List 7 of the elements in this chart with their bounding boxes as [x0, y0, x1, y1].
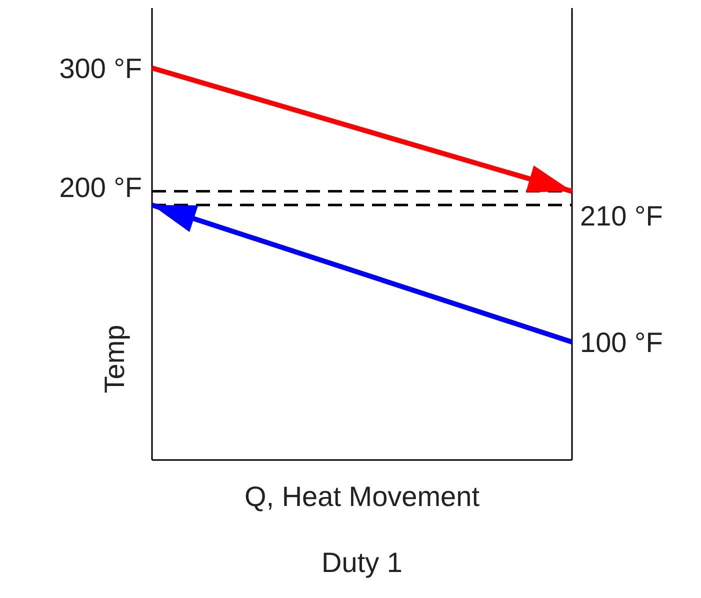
data-label: 100 °F: [580, 327, 663, 358]
x-axis-title: Q, Heat Movement: [244, 481, 480, 512]
ref-line-label: 210 °F: [580, 200, 663, 232]
ref-line-label: 200 °F: [59, 172, 142, 203]
text: Duty 1: [322, 547, 402, 578]
data-label: 300 °F: [59, 53, 142, 84]
y-axis-title: Temp: [99, 324, 130, 394]
